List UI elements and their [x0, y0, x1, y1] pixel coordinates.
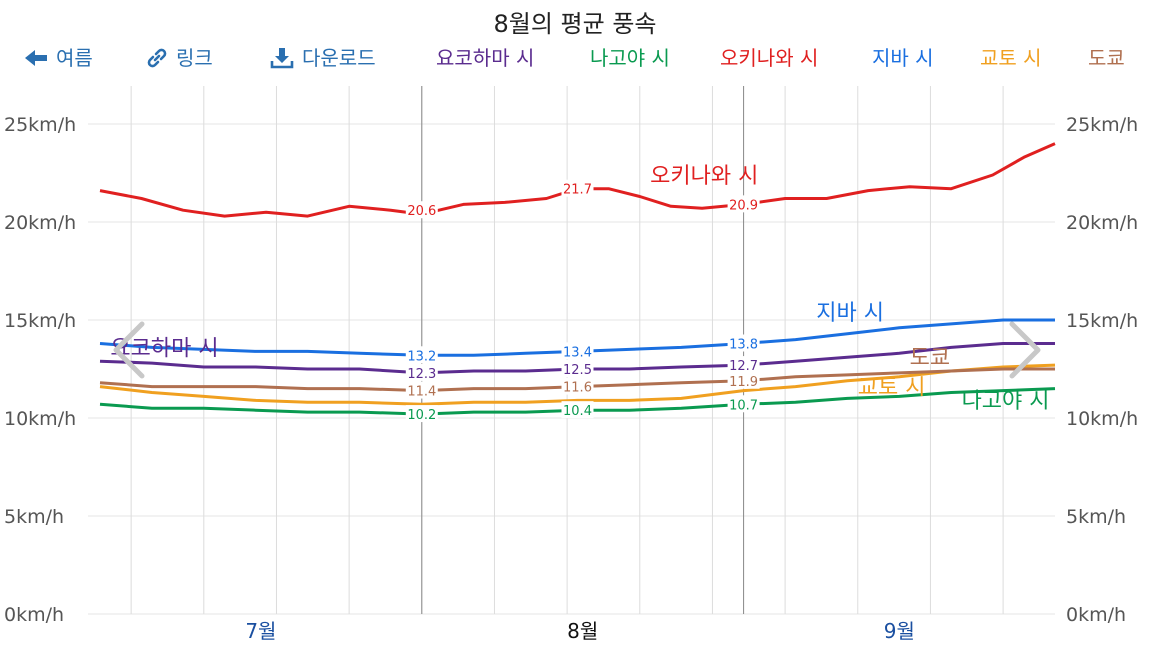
data-label-bg — [561, 377, 594, 395]
download-icon — [270, 46, 294, 70]
data-label-bg — [561, 179, 594, 197]
series-annotation: 교토 시 — [858, 375, 926, 400]
legend-item[interactable]: 요코하마 시 — [436, 46, 535, 70]
data-label: 11.4 — [407, 385, 436, 400]
y-tick-label-right: 0km/h — [1066, 604, 1126, 626]
arrow-left-icon — [24, 48, 48, 68]
series-annotation: 오키나와 시 — [650, 164, 758, 189]
data-label-bg — [405, 346, 438, 364]
data-label: 10.7 — [729, 398, 758, 413]
y-tick-label-left: 5km/h — [4, 506, 64, 528]
data-label-bg — [405, 405, 438, 423]
data-label: 10.4 — [563, 404, 592, 419]
data-label: 13.4 — [563, 345, 592, 360]
data-label: 10.2 — [407, 408, 436, 423]
link-button[interactable]: 링크 — [146, 40, 213, 76]
data-label-bg — [727, 195, 760, 213]
data-label-bg — [405, 381, 438, 399]
y-tick-label-right: 5km/h — [1066, 506, 1126, 528]
series-line — [99, 363, 1056, 406]
y-tick-label-right: 20km/h — [1066, 212, 1138, 234]
legend-item[interactable]: 도쿄 — [1088, 46, 1125, 70]
legend-item[interactable]: 나고야 시 — [590, 46, 670, 70]
data-label-bg — [561, 360, 594, 377]
chart-title: 8월의 평균 풍속 — [493, 10, 657, 38]
data-label: 20.9 — [729, 198, 758, 213]
y-tick-label-left: 15km/h — [4, 310, 76, 332]
data-label-bg — [727, 395, 760, 413]
y-tick-label-left: 20km/h — [4, 212, 76, 234]
data-label: 12.5 — [563, 363, 592, 378]
data-label-bg — [561, 401, 594, 419]
data-label: 12.7 — [729, 359, 758, 374]
data-label-bg — [727, 371, 760, 389]
data-label: 20.6 — [407, 204, 436, 219]
data-label: 12.3 — [407, 367, 436, 382]
y-tick-label-left: 25km/h — [4, 114, 76, 136]
chevron-right-icon[interactable] — [1009, 321, 1041, 379]
y-tick-label-right: 15km/h — [1066, 310, 1138, 332]
y-tick-label-left: 10km/h — [4, 408, 76, 430]
y-tick-label-left: 0km/h — [4, 604, 64, 626]
back-button[interactable]: 여름 — [24, 40, 93, 76]
link-label: 링크 — [176, 46, 213, 70]
data-label: 11.9 — [729, 375, 758, 390]
chevron-left-icon[interactable] — [113, 321, 145, 379]
data-label: 13.8 — [729, 338, 758, 353]
series-annotation: 지바 시 — [816, 301, 884, 326]
data-label-bg — [405, 363, 438, 381]
month-label[interactable]: 7월 — [245, 619, 276, 643]
data-label: 21.7 — [563, 183, 592, 198]
month-label: 8월 — [567, 619, 598, 643]
series-annotation: 나고야 시 — [962, 389, 1050, 414]
download-button[interactable]: 다운로드 — [270, 40, 376, 76]
data-label: 11.6 — [563, 381, 592, 396]
legend-item[interactable]: 오키나와 시 — [720, 46, 819, 70]
toolbar: 여름 링크 다운로드 요코하마 시 나고야 시 오키나와 시 지바 시 교토 시 도쿄 — [0, 40, 1150, 76]
data-label-bg — [727, 356, 760, 374]
data-label: 13.2 — [407, 349, 436, 364]
link-icon — [146, 47, 168, 69]
y-tick-label-right: 25km/h — [1066, 114, 1138, 136]
back-label: 여름 — [56, 46, 93, 70]
legend-item[interactable]: 교토 시 — [980, 46, 1042, 70]
download-label: 다운로드 — [302, 46, 376, 70]
month-label[interactable]: 9월 — [884, 619, 915, 643]
legend-item[interactable]: 지바 시 — [872, 46, 934, 70]
data-label-bg — [561, 342, 594, 360]
data-label-bg — [405, 201, 438, 219]
y-tick-label-right: 10km/h — [1066, 408, 1138, 430]
series-annotation: 도쿄 — [910, 346, 950, 371]
data-label-bg — [727, 334, 760, 352]
